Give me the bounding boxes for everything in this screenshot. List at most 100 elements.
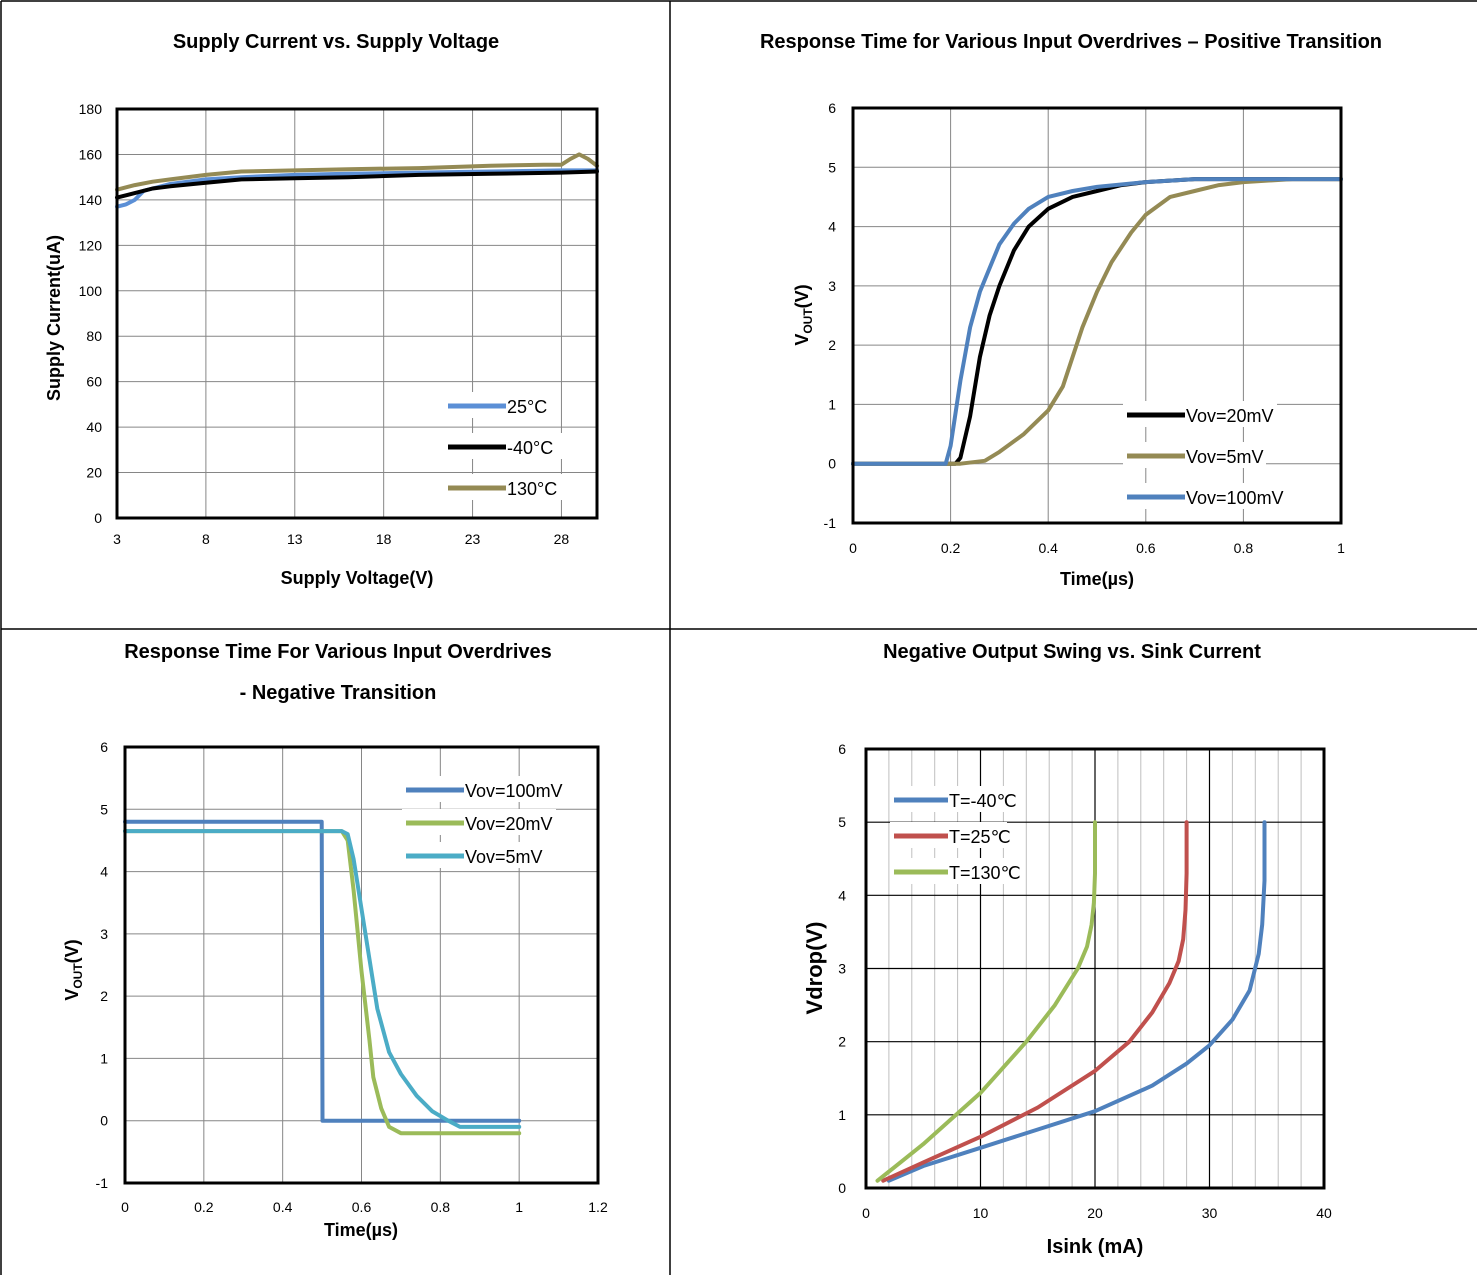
- y-tick-label: 160: [79, 146, 103, 162]
- chart-title: Response Time For Various Input Overdriv…: [124, 641, 552, 663]
- y-tick-label: 60: [86, 374, 102, 390]
- legend-label: Vov=100mV: [1186, 488, 1284, 508]
- x-tick-label: 0: [862, 1205, 870, 1221]
- y-tick-label: 5: [828, 159, 836, 175]
- y-tick-label: 0: [828, 456, 836, 472]
- y-tick-label: 100: [79, 283, 103, 299]
- x-tick-label: 0: [849, 540, 857, 556]
- negative-transition-chart: Response Time For Various Input Overdriv…: [62, 641, 608, 1240]
- plot-border: [851, 106, 1343, 525]
- y-tick-label: 40: [86, 419, 102, 435]
- negative-swing-chart: Negative Output Swing vs. Sink Current 0…: [802, 641, 1332, 1258]
- y-tick-label: 3: [838, 961, 846, 977]
- plot-border: [864, 747, 1326, 1190]
- positive-transition-chart: Response Time for Various Input Overdriv…: [760, 31, 1382, 589]
- y-tick-label: 1: [838, 1107, 846, 1123]
- series-line: [851, 177, 1343, 466]
- x-tick-label: 1: [1337, 540, 1345, 556]
- x-tick-label: 8: [202, 531, 210, 547]
- plot-border: [115, 107, 599, 520]
- y-tick-label: 3: [100, 926, 108, 942]
- x-axis-label: Isink (mA): [1047, 1236, 1144, 1258]
- y-tick-label: 2: [828, 337, 836, 353]
- y-tick-label: 80: [86, 328, 102, 344]
- series-line: [886, 820, 1267, 1183]
- y-tick-label: 5: [838, 814, 846, 830]
- legend-label: -40°C: [507, 438, 553, 458]
- y-tick-label: 6: [828, 100, 836, 116]
- x-tick-label: 0.4: [273, 1199, 293, 1215]
- legend-label: T=-40℃: [949, 791, 1017, 811]
- y-tick-label: 180: [79, 101, 103, 117]
- legend-label: Vov=5mV: [465, 847, 543, 867]
- y-tick-label: 0: [838, 1180, 846, 1196]
- y-axis-label: VOUT(V): [792, 284, 815, 345]
- x-tick-label: 0.4: [1038, 540, 1058, 556]
- x-tick-label: 23: [465, 531, 481, 547]
- x-tick-label: 30: [1202, 1205, 1218, 1221]
- y-tick-label: 1: [828, 396, 836, 412]
- x-tick-label: 0.8: [1234, 540, 1254, 556]
- y-axis-label: Vdrop(V): [802, 922, 827, 1015]
- y-tick-label: 120: [79, 237, 103, 253]
- supply-current-chart: Supply Current vs. Supply Voltage 3 8 13 18…: [44, 31, 599, 588]
- x-tick-label: 0.8: [431, 1199, 451, 1215]
- x-tick-label: 0.2: [194, 1199, 214, 1215]
- y-tick-label: -1: [824, 515, 837, 531]
- y-tick-label: 4: [828, 219, 836, 235]
- chart-subtitle: - Negative Transition: [240, 682, 437, 704]
- y-axis-label: Supply Current(uA): [44, 235, 64, 401]
- y-tick-label: 4: [100, 864, 108, 880]
- x-tick-label: 3: [113, 531, 121, 547]
- x-tick-label: 1.2: [588, 1199, 608, 1215]
- x-tick-label: 0.6: [1136, 540, 1156, 556]
- legend-label: 130°C: [507, 479, 557, 499]
- x-tick-label: 18: [376, 531, 392, 547]
- chart-title: Negative Output Swing vs. Sink Current: [883, 641, 1261, 663]
- chart-title: Supply Current vs. Supply Voltage: [173, 31, 499, 53]
- legend-label: Vov=5mV: [1186, 447, 1264, 467]
- x-axis-label: Time(µs): [1060, 569, 1134, 589]
- x-tick-label: 28: [554, 531, 570, 547]
- x-axis-label: Supply Voltage(V): [281, 568, 434, 588]
- legend-label: 25°C: [507, 397, 547, 417]
- y-tick-label: 140: [79, 192, 103, 208]
- series-line: [123, 829, 522, 1129]
- plot-area: [853, 108, 1341, 523]
- y-tick-label: 6: [838, 741, 846, 757]
- x-tick-label: 10: [973, 1205, 989, 1221]
- y-tick-label: -1: [96, 1175, 109, 1191]
- legend-label: T=25℃: [949, 827, 1011, 847]
- x-axis-label: Time(µs): [324, 1220, 398, 1240]
- y-tick-label: 2: [100, 988, 108, 1004]
- x-tick-label: 0.6: [352, 1199, 372, 1215]
- legend-label: Vov=20mV: [465, 814, 553, 834]
- y-tick-label: 6: [100, 739, 108, 755]
- legend-label: Vov=20mV: [1186, 406, 1274, 426]
- x-tick-label: 20: [1087, 1205, 1103, 1221]
- y-tick-label: 5: [100, 801, 108, 817]
- series-line: [115, 169, 599, 200]
- x-tick-label: 13: [287, 531, 303, 547]
- x-tick-label: 0: [121, 1199, 129, 1215]
- y-tick-label: 0: [100, 1113, 108, 1129]
- series-line: [115, 152, 599, 192]
- y-tick-label: 20: [86, 465, 102, 481]
- legend-label: T=130℃: [949, 863, 1021, 883]
- x-tick-label: 1: [515, 1199, 523, 1215]
- series-line: [123, 829, 522, 1136]
- y-tick-label: 2: [838, 1034, 846, 1050]
- series-line: [851, 177, 1343, 466]
- series-line: [875, 820, 1097, 1183]
- y-tick-label: 0: [94, 510, 102, 526]
- legend-label: Vov=100mV: [465, 781, 563, 801]
- series-line: [881, 820, 1189, 1183]
- y-tick-label: 3: [828, 278, 836, 294]
- plot-border: [123, 745, 600, 1185]
- y-axis-label: VOUT(V): [62, 939, 85, 1000]
- x-tick-label: 0.2: [941, 540, 961, 556]
- x-tick-label: 40: [1316, 1205, 1332, 1221]
- chart-title: Response Time for Various Input Overdriv…: [760, 31, 1382, 53]
- y-tick-label: 4: [838, 887, 846, 903]
